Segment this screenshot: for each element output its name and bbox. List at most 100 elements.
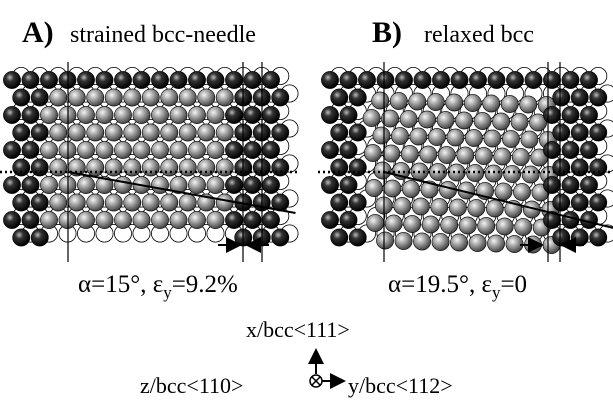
black-atom bbox=[395, 71, 412, 88]
gray-atom bbox=[188, 106, 205, 123]
gray-atom bbox=[68, 124, 85, 141]
black-atom bbox=[31, 159, 48, 176]
black-atom bbox=[571, 89, 588, 106]
gray-atom bbox=[151, 141, 168, 158]
gray-atom bbox=[105, 124, 122, 141]
black-atom bbox=[562, 71, 579, 88]
black-atom bbox=[31, 89, 48, 106]
black-atom bbox=[553, 159, 570, 176]
gray-atom bbox=[383, 145, 400, 162]
gray-atom bbox=[161, 89, 178, 106]
black-atom bbox=[580, 176, 597, 193]
gray-atom bbox=[437, 111, 454, 128]
gray-atom bbox=[188, 141, 205, 158]
gray-atom bbox=[161, 159, 178, 176]
black-atom bbox=[543, 71, 560, 88]
gray-atom bbox=[133, 211, 150, 228]
black-atom bbox=[331, 194, 348, 211]
gray-atom bbox=[486, 200, 503, 217]
black-atom bbox=[262, 176, 279, 193]
gray-atom bbox=[384, 180, 401, 197]
black-atom bbox=[543, 176, 560, 193]
gray-atom bbox=[142, 89, 159, 106]
black-atom bbox=[321, 211, 338, 228]
black-atom bbox=[469, 71, 486, 88]
gray-atom bbox=[427, 93, 444, 110]
gray-atom bbox=[485, 165, 502, 182]
black-atom bbox=[133, 71, 150, 88]
black-atom bbox=[170, 71, 187, 88]
gray-atom bbox=[68, 194, 85, 211]
black-atom bbox=[3, 176, 20, 193]
gray-atom bbox=[77, 141, 94, 158]
black-atom bbox=[562, 106, 579, 123]
black-atom bbox=[40, 71, 57, 88]
gray-atom bbox=[114, 211, 131, 228]
gray-atom bbox=[142, 159, 159, 176]
black-atom bbox=[571, 194, 588, 211]
figure: A) strained bcc-needle B) relaxed bcc α=… bbox=[0, 0, 613, 400]
black-atom bbox=[488, 71, 505, 88]
black-atom bbox=[349, 124, 366, 141]
gray-atom bbox=[511, 113, 528, 130]
gray-atom bbox=[170, 211, 187, 228]
black-atom bbox=[3, 141, 20, 158]
gray-atom bbox=[493, 113, 510, 130]
gray-atom bbox=[105, 194, 122, 211]
gray-atom bbox=[373, 127, 390, 144]
gray-atom bbox=[151, 176, 168, 193]
gray-atom bbox=[487, 235, 504, 252]
gray-atom bbox=[207, 176, 224, 193]
gray-atom bbox=[385, 215, 402, 232]
black-atom bbox=[377, 71, 394, 88]
panel-letter: A) bbox=[22, 16, 54, 49]
gray-atom bbox=[376, 232, 393, 249]
gray-atom bbox=[464, 94, 481, 111]
black-atom bbox=[590, 124, 607, 141]
gray-atom bbox=[151, 211, 168, 228]
black-atom bbox=[13, 229, 30, 246]
gray-atom bbox=[394, 197, 411, 214]
panel-title: relaxed bcc bbox=[424, 22, 534, 48]
atoms-a bbox=[0, 62, 300, 262]
black-atom bbox=[244, 211, 261, 228]
black-atom bbox=[13, 124, 30, 141]
black-atom bbox=[562, 176, 579, 193]
black-atom bbox=[340, 71, 357, 88]
gray-atom bbox=[124, 89, 141, 106]
gray-atom bbox=[124, 194, 141, 211]
gray-atom bbox=[450, 234, 467, 251]
black-atom bbox=[22, 106, 39, 123]
black-atom bbox=[414, 71, 431, 88]
gray-atom bbox=[87, 89, 104, 106]
gray-atom bbox=[456, 112, 473, 129]
gray-atom bbox=[412, 198, 429, 215]
black-atom bbox=[580, 141, 597, 158]
gray-atom bbox=[512, 148, 529, 165]
axis-label: z/bcc<110> bbox=[140, 373, 243, 398]
black-atom bbox=[262, 106, 279, 123]
black-atom bbox=[13, 159, 30, 176]
black-atom bbox=[358, 71, 375, 88]
black-atom bbox=[262, 211, 279, 228]
gray-atom bbox=[410, 128, 427, 145]
black-atom bbox=[244, 141, 261, 158]
gray-atom bbox=[77, 211, 94, 228]
gray-atom bbox=[483, 95, 500, 112]
gray-atom bbox=[96, 211, 113, 228]
black-atom bbox=[272, 124, 289, 141]
gray-atom bbox=[68, 89, 85, 106]
black-atom bbox=[451, 71, 468, 88]
gray-atom bbox=[179, 194, 196, 211]
black-atom bbox=[321, 71, 338, 88]
gray-atom bbox=[198, 159, 215, 176]
gray-atom bbox=[363, 109, 380, 126]
gray-atom bbox=[216, 89, 233, 106]
gray-atom bbox=[502, 130, 519, 147]
gray-atom bbox=[179, 89, 196, 106]
black-atom bbox=[114, 71, 131, 88]
gray-atom bbox=[365, 179, 382, 196]
black-atom bbox=[331, 124, 348, 141]
black-atom bbox=[340, 176, 357, 193]
gray-atom bbox=[372, 92, 389, 109]
